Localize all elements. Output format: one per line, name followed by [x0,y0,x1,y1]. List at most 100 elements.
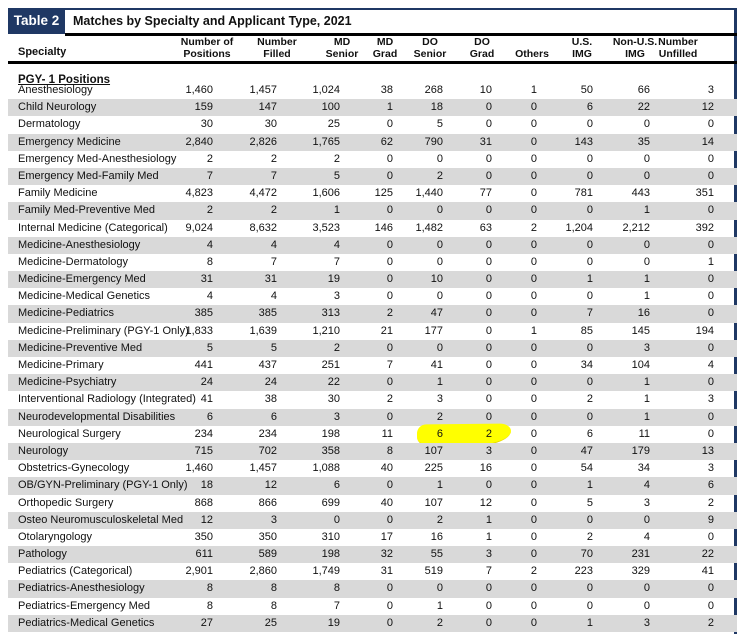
table-title: Matches by Specialty and Applicant Type,… [73,14,352,28]
value-cell-filled: 234 [258,427,277,440]
column-header-row: Specialty Number of Positions Number Filled… [0,36,740,60]
value-cell-non-us-img: 1 [643,410,650,423]
value-cell-md-senior: 2 [333,152,340,165]
value-cell-others: 0 [530,513,537,526]
specialty-cell: Neurology [18,444,69,457]
value-cell-filled: 866 [258,496,277,509]
value-cell-unfilled: 41 [701,565,714,578]
value-cell-filled: 2,826 [249,135,277,148]
value-cell-md-senior: 3 [333,410,340,423]
table-row: Obstetrics-Gynecology 1,460 1,457 1,088 40 22… [8,460,737,477]
value-cell-do-senior: 268 [424,84,443,96]
table-row: Interventional Radiology (Integrated) 41 3… [8,391,737,408]
value-cell-md-senior: 2 [333,341,340,354]
value-cell-do-grad: 0 [485,273,492,286]
value-cell-filled: 4 [270,290,277,303]
value-cell-others: 0 [530,582,537,595]
value-cell-filled: 30 [264,118,277,131]
value-cell-positions: 6 [206,410,213,423]
table-row: Pediatrics-Emergency Med 8 8 7 0 1 0 0 0 0 0 [8,598,737,615]
value-cell-others: 1 [530,84,537,96]
table-row: Medicine-Pediatrics 385 385 313 2 47 0 0 7 16 0 [8,305,737,323]
value-cell-positions: 9,024 [185,221,213,234]
specialty-cell: Medicine-Psychiatry [18,376,117,389]
value-cell-do-grad: 1 [485,530,492,543]
table-row: Medicine-Dermatology 8 7 7 0 0 0 0 0 0 1 [8,254,737,271]
specialty-cell: Interventional Radiology (Integrated) [18,393,196,406]
value-cell-md-grad: 0 [386,169,393,182]
value-cell-do-grad: 0 [485,118,492,131]
value-cell-do-senior: 2 [436,169,443,182]
value-cell-do-senior: 107 [424,496,443,509]
specialty-cell: Neurodevelopmental Disabilities [18,410,176,423]
value-cell-positions: 31 [200,273,213,286]
specialty-cell: Neurological Surgery [18,427,121,440]
value-cell-unfilled: 3 [707,84,714,96]
value-cell-others: 0 [530,548,537,561]
value-cell-do-grad: 0 [485,341,492,354]
value-cell-md-grad: 21 [380,324,393,337]
value-cell-md-grad: 0 [386,341,393,354]
value-cell-us-img: 85 [580,324,593,337]
value-cell-us-img: 1 [586,273,593,286]
value-cell-filled: 1,639 [249,324,277,337]
value-cell-md-senior: 3 [333,290,340,303]
value-cell-us-img: 5 [586,496,593,509]
value-cell-do-senior: 1,440 [415,187,443,200]
column-header-do-grad: DO Grad [469,36,495,60]
value-cell-do-grad: 7 [485,565,492,578]
value-cell-do-grad: 0 [485,324,492,337]
value-cell-do-senior: 177 [424,324,443,337]
value-cell-do-senior: 3 [436,393,443,406]
value-cell-us-img: 223 [574,565,593,578]
value-cell-unfilled: 22 [701,548,714,561]
specialty-cell: Medicine-Preventive Med [18,341,143,354]
value-cell-others: 0 [530,444,537,457]
value-cell-non-us-img: 0 [643,152,650,165]
value-cell-positions: 41 [200,393,213,406]
value-cell-filled: 3 [270,513,277,526]
value-cell-do-grad: 0 [485,582,492,595]
value-cell-unfilled: 351 [695,187,714,200]
value-cell-md-senior: 7 [333,599,340,612]
value-cell-filled: 5 [270,341,277,354]
value-cell-do-grad: 0 [485,410,492,423]
value-cell-md-grad: 0 [386,204,393,217]
value-cell-do-grad: 0 [485,359,492,371]
value-cell-filled: 7 [270,255,277,268]
column-header-md-grad: MD Grad [372,36,398,60]
value-cell-positions: 5 [206,341,213,354]
value-cell-md-senior: 699 [321,496,340,509]
title-underline [65,33,737,36]
value-cell-unfilled: 0 [707,599,714,612]
value-cell-do-grad: 0 [485,616,492,629]
value-cell-non-us-img: 1 [643,393,650,406]
value-cell-positions: 234 [194,427,213,440]
value-cell-unfilled: 194 [695,324,714,337]
value-cell-do-grad: 0 [485,479,492,492]
value-cell-md-senior: 6 [333,479,340,492]
value-cell-do-grad: 63 [479,221,492,234]
specialty-cell: Anesthesiology [18,84,93,96]
value-cell-md-grad: 0 [386,479,393,492]
value-cell-md-grad: 0 [386,582,393,595]
value-cell-filled: 1,457 [249,462,277,475]
value-cell-md-grad: 125 [374,187,393,200]
value-cell-do-senior: 1 [436,599,443,612]
value-cell-positions: 7 [206,169,213,182]
value-cell-md-grad: 0 [386,152,393,165]
value-cell-filled: 4,472 [249,187,277,200]
value-cell-md-grad: 17 [380,530,393,543]
value-cell-us-img: 70 [580,548,593,561]
specialty-cell: Medicine-Dermatology [18,255,129,268]
value-cell-us-img: 0 [586,376,593,389]
value-cell-us-img: 0 [586,118,593,131]
value-cell-unfilled: 392 [695,221,714,234]
value-cell-others: 0 [530,393,537,406]
value-cell-unfilled: 0 [707,290,714,303]
value-cell-positions: 4,823 [185,187,213,200]
value-cell-non-us-img: 4 [643,479,650,492]
value-cell-do-senior: 5 [436,118,443,131]
value-cell-filled: 6 [270,410,277,423]
value-cell-others: 0 [530,204,537,217]
